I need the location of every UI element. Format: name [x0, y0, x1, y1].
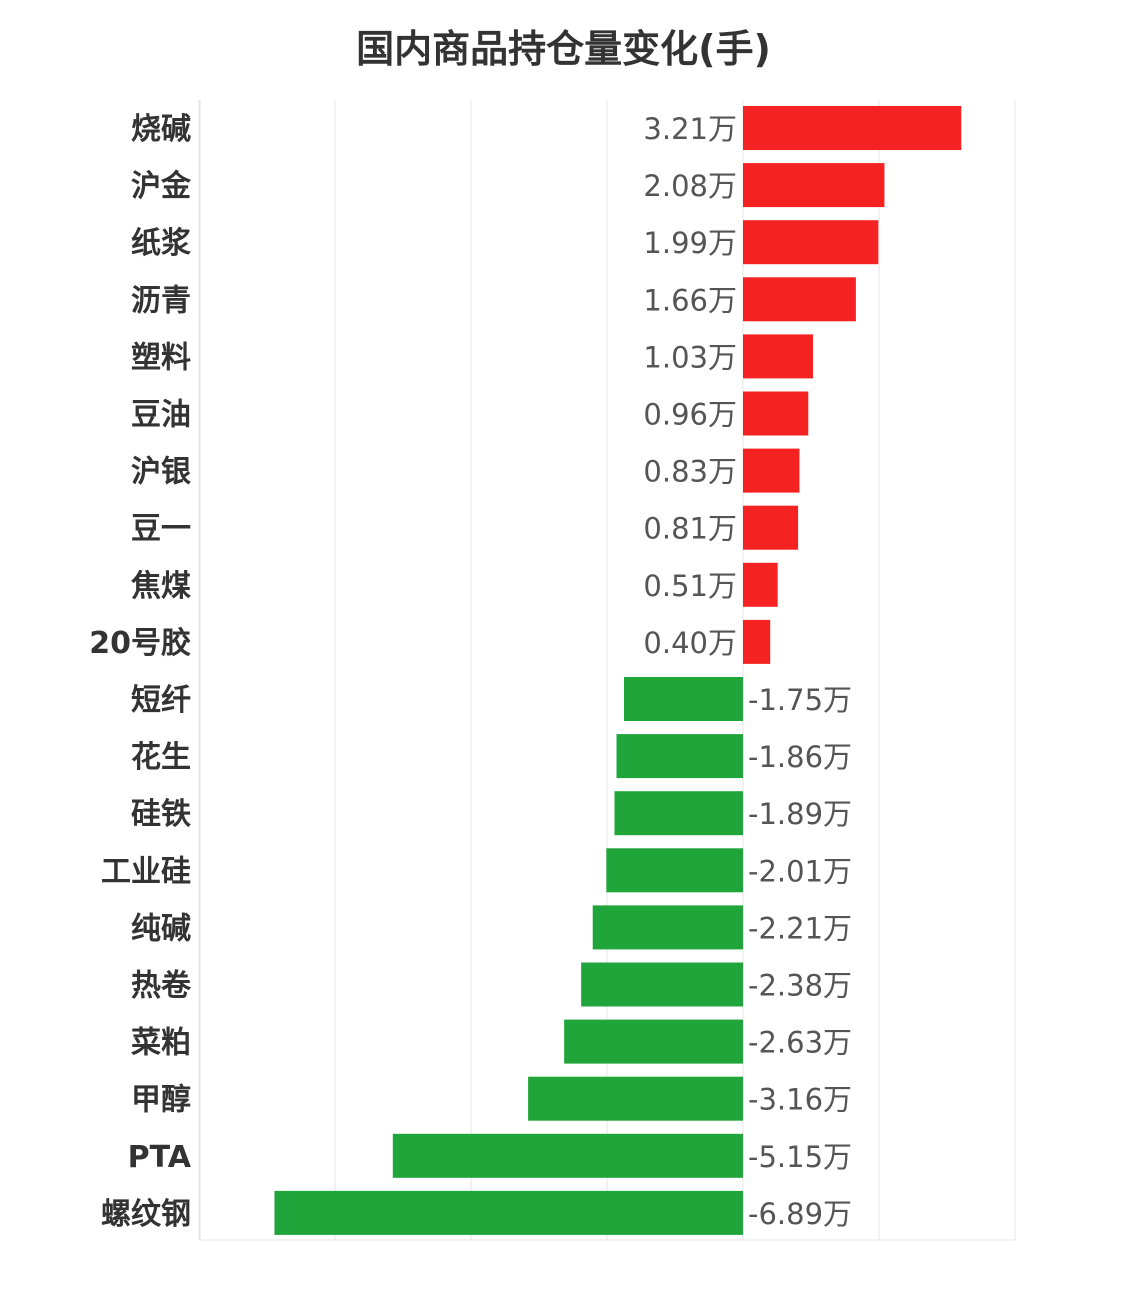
category-label: 沪金 [131, 169, 192, 204]
category-label: 工业硅 [101, 854, 191, 889]
bar [743, 562, 778, 607]
data-label: 0.96万 [643, 398, 737, 432]
data-label: -3.16万 [748, 1083, 852, 1117]
bar [743, 277, 856, 322]
data-label: -5.15万 [748, 1140, 852, 1174]
data-label: -2.38万 [748, 969, 852, 1003]
bar [614, 791, 743, 836]
bar [743, 391, 809, 436]
data-label: -2.21万 [748, 911, 852, 945]
data-label: -1.86万 [748, 740, 852, 774]
bar [392, 1133, 743, 1178]
bars [274, 106, 962, 1235]
data-label: 0.81万 [643, 512, 737, 546]
category-label: 纯碱 [131, 911, 191, 946]
data-label: 0.51万 [643, 569, 737, 603]
data-label: 1.66万 [643, 283, 737, 317]
data-label: 2.08万 [643, 169, 737, 203]
bar [743, 106, 962, 150]
bar [743, 619, 771, 664]
bar [624, 677, 743, 721]
category-label: 螺纹钢 [101, 1197, 191, 1232]
category-label: 烧碱 [131, 112, 191, 147]
category-label: 豆油 [131, 398, 191, 433]
bar [743, 448, 800, 493]
category-label: 菜粕 [131, 1026, 191, 1061]
chart-title: 国内商品持仓量变化(手) [356, 27, 771, 71]
bar [743, 163, 885, 208]
category-label: 塑料 [131, 340, 191, 375]
category-label: 花生 [131, 740, 191, 775]
bar [592, 905, 743, 950]
category-label: 沪银 [131, 455, 191, 490]
data-label: -2.01万 [748, 854, 852, 888]
bar [581, 962, 743, 1007]
category-label: PTA [128, 1140, 192, 1175]
data-label: -1.75万 [748, 683, 852, 717]
data-label: 1.99万 [643, 226, 737, 260]
bar [528, 1076, 743, 1121]
bar [743, 505, 799, 550]
bar [606, 848, 743, 893]
bar [743, 220, 879, 265]
data-label: 3.21万 [643, 112, 737, 146]
category-label: 甲醇 [131, 1083, 191, 1118]
category-label: 豆一 [131, 512, 191, 547]
category-label: 纸浆 [131, 226, 191, 261]
bar [743, 334, 814, 379]
bar [616, 734, 743, 779]
category-label: 硅铁 [131, 797, 191, 832]
data-label: 0.83万 [643, 455, 737, 489]
category-label: 短纤 [131, 683, 191, 718]
category-label: 焦煤 [131, 569, 191, 604]
data-label: -6.89万 [748, 1197, 852, 1231]
data-label: -1.89万 [748, 797, 852, 831]
category-label: 20号胶 [89, 626, 191, 661]
data-label: 0.40万 [643, 626, 737, 660]
bar [274, 1190, 743, 1235]
bar [564, 1019, 743, 1064]
category-label: 沥青 [131, 283, 191, 318]
data-label: -2.63万 [748, 1026, 852, 1060]
category-label: 热卷 [131, 969, 192, 1004]
grid [198, 100, 1016, 1241]
data-label: 1.03万 [643, 340, 737, 374]
